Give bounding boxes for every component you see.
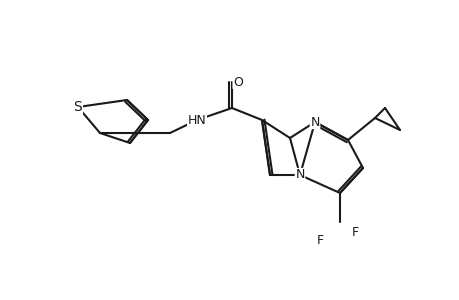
Text: O: O: [233, 76, 242, 88]
Text: S: S: [73, 100, 82, 114]
Text: F: F: [316, 233, 323, 247]
Text: HN: HN: [187, 113, 206, 127]
Text: N: N: [295, 169, 304, 182]
Text: F: F: [351, 226, 358, 239]
Text: N: N: [310, 116, 319, 128]
